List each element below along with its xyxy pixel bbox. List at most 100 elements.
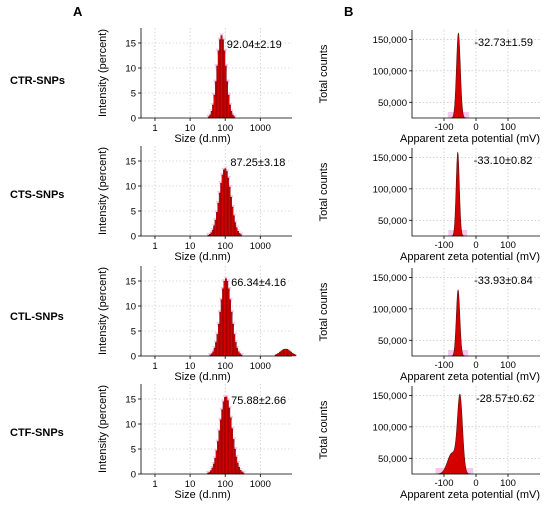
zeta-ytick-2-2: 150,000: [373, 273, 407, 284]
zeta-xtick-0-2: 100: [500, 122, 516, 133]
size-xtick-0-2: 100: [217, 123, 233, 134]
size-ytick-3-1: 5: [131, 445, 136, 456]
size-bar-2-35: [291, 352, 294, 357]
zeta-annotation-1: -33.10±0.82: [474, 155, 533, 167]
size-bar-3-23: [239, 469, 242, 475]
size-xtick-3-1: 10: [185, 479, 196, 490]
zeta-ytick-3-0: 50,000: [378, 454, 407, 465]
zeta-xtick-2-1: 0: [473, 360, 478, 371]
size-bar-2-32: [287, 349, 290, 357]
zeta-xtick-3-2: 100: [500, 478, 516, 489]
size-bar-1-7: [217, 202, 220, 237]
zeta-annotation-3: -28.57±0.62: [476, 393, 535, 405]
zeta-ytick-0-1: 100,000: [373, 66, 407, 77]
size-ytick-2-2: 10: [125, 302, 136, 313]
size-bar-1-18: [232, 215, 235, 237]
zeta-ytick-2-0: 50,000: [378, 336, 407, 347]
size-chart-2: 1 10 100 1000 0 5 10 15 Size (d.nm) Intensity (pe…: [97, 266, 297, 383]
zeta-xtick-2-0: -100: [434, 360, 453, 371]
size-bar-0-11: [223, 50, 226, 119]
size-bar-3-21: [236, 462, 239, 475]
size-ytick-0-1: 5: [131, 89, 136, 100]
size-xtick-1-3: 1000: [250, 241, 271, 252]
size-bar-2-25: [277, 352, 280, 357]
size-bar-3-17: [231, 428, 233, 475]
size-bar-2-13: [227, 288, 230, 357]
size-bar-1-17: [231, 206, 234, 237]
zeta-ylabel-2: Total counts: [318, 282, 330, 341]
row-label-ctl: CTL-SNPs: [10, 311, 64, 323]
size-chart-1: 1 10 100 1000 0 5 10 15 Size (d.nm) Intensity (pe…: [97, 146, 292, 263]
size-bar-3-8: [218, 430, 221, 475]
zeta-axes-2: [411, 268, 540, 357]
zeta-xlabel-3: Apparent zeta potential (mV): [400, 489, 540, 501]
size-xtick-3-0: 1: [152, 479, 157, 490]
size-bar-2-31: [286, 349, 288, 357]
zeta-ytick-0-0: 50,000: [378, 98, 407, 109]
zeta-peak-0: [450, 32, 467, 119]
size-ytick-2-3: 15: [125, 277, 136, 288]
size-bar-0-8: [219, 39, 222, 119]
size-xtick-0-1: 10: [185, 123, 196, 134]
size-ytick-1-0: 0: [131, 232, 136, 243]
size-chart-3: 1 10 100 1000 0 5 10 15 Size (d.nm) Intensity (pe…: [97, 384, 292, 501]
zeta-annotation-0: -32.73±1.59: [474, 37, 533, 49]
size-bar-2-16: [232, 323, 234, 357]
zeta-ytick-0-2: 150,000: [373, 35, 407, 46]
size-annotation-3: 75.88±2.66: [231, 395, 286, 407]
size-xtick-1-1: 10: [185, 241, 196, 252]
size-xtick-0-0: 1: [152, 123, 157, 134]
size-annotation-1: 87.25±3.18: [230, 157, 285, 169]
zeta-xtick-1-0: -100: [434, 240, 453, 251]
size-bar-0-6: [216, 65, 219, 119]
zeta-ytick-1-2: 150,000: [373, 153, 407, 164]
size-bar-1-5: [214, 219, 217, 237]
size-bar-2-19: [236, 347, 239, 357]
size-bar-3-15: [228, 407, 231, 475]
size-xtick-2-0: 1: [152, 361, 157, 372]
zeta-xtick-3-0: -100: [434, 478, 453, 489]
size-bar-2-10: [223, 281, 226, 357]
zeta-chart-3: -100 0 100 50,000 100,000 150,000 Apparent zet…: [318, 386, 540, 501]
zeta-xlabel-2: Apparent zeta potential (mV): [400, 371, 540, 383]
size-bar-2-26: [279, 351, 281, 357]
size-bar-0-1: [209, 114, 212, 119]
size-bar-3-11: [222, 401, 225, 475]
size-ytick-1-2: 10: [125, 182, 136, 193]
zeta-axes-3: [411, 386, 540, 475]
size-bar-2-3: [213, 347, 216, 357]
zeta-ytick-1-1: 100,000: [373, 184, 407, 195]
size-bar-3-12: [224, 397, 226, 475]
zeta-xtick-1-2: 100: [500, 240, 516, 251]
zeta-axes-0: [411, 30, 540, 119]
panel-a-letter: A: [73, 4, 83, 19]
size-bar-2-14: [229, 299, 232, 357]
size-bar-3-4: [212, 463, 215, 475]
size-bar-2-12: [226, 281, 229, 357]
size-xtick-3-3: 1000: [250, 479, 271, 490]
zeta-ylabel-1: Total counts: [318, 162, 330, 221]
size-xtick-2-3: 1000: [250, 361, 271, 372]
size-xtick-2-2: 100: [217, 361, 233, 372]
row-label-cts: CTS-SNPs: [10, 189, 64, 201]
size-chart-0: 1 10 100 1000 0 5 10 15 Size (d.nm) Intensity (pe…: [97, 28, 292, 145]
zeta-chart-1: -100 0 100 50,000 100,000 150,000 Apparent zet…: [318, 148, 540, 263]
zeta-xtick-3-1: 0: [473, 478, 478, 489]
size-bar-0-13: [226, 81, 229, 119]
size-ytick-3-3: 15: [125, 395, 136, 406]
size-bar-1-15: [228, 186, 231, 237]
zeta-xtick-0-1: 0: [473, 122, 478, 133]
zeta-peak-2: [450, 289, 466, 357]
size-bar-2-2: [212, 351, 215, 357]
zeta-ylabel-0: Total counts: [318, 44, 330, 103]
size-xtick-3-2: 100: [217, 479, 233, 490]
row-label-ctf: CTF-SNPs: [10, 427, 64, 439]
size-bar-1-11: [223, 169, 225, 237]
zeta-annotation-2: -33.93±0.84: [474, 275, 533, 287]
zeta-xtick-1-1: 0: [473, 240, 478, 251]
size-ytick-1-3: 15: [125, 157, 136, 168]
size-bar-0-16: [230, 111, 233, 119]
size-bar-3-6: [215, 450, 218, 475]
size-bar-0-9: [220, 35, 223, 119]
